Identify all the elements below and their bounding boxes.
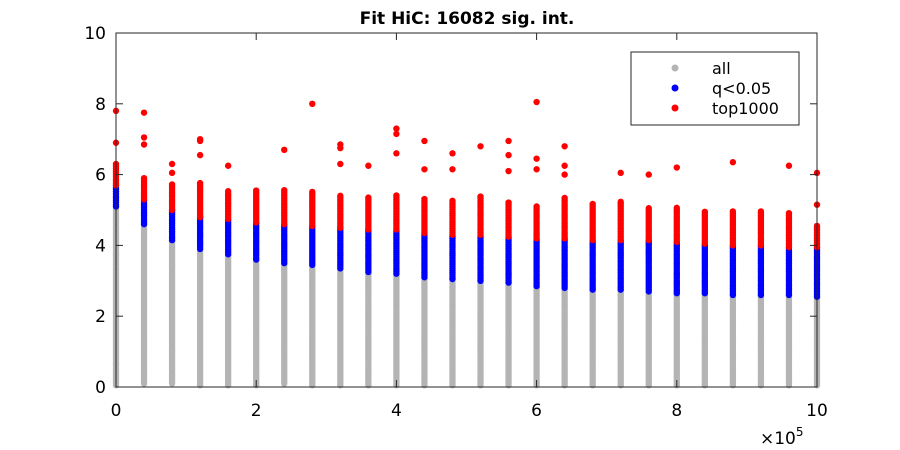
- x-exponent-power: 5: [796, 425, 804, 439]
- data-point-outlier: [477, 143, 484, 150]
- data-point-outlier: [140, 134, 148, 141]
- y-tick-label: 0: [95, 378, 106, 398]
- data-point-outlier: [449, 166, 456, 173]
- legend-label: q<0.05: [712, 79, 771, 98]
- data-point-outlier: [421, 166, 428, 173]
- data-point-outlier: [393, 150, 400, 157]
- data-point: [589, 200, 596, 208]
- data-point: [337, 192, 344, 200]
- data-point: [477, 193, 484, 200]
- data-point: [196, 179, 204, 187]
- data-point-outlier: [449, 150, 456, 157]
- data-point-outlier: [505, 137, 512, 145]
- data-point: [168, 181, 176, 188]
- x-tick-label: 4: [391, 401, 402, 421]
- data-point: [309, 188, 316, 196]
- data-point: [729, 208, 737, 215]
- y-axis: 0 2 4 6 8 10: [84, 24, 817, 398]
- data-point-outlier: [785, 162, 793, 169]
- data-point: [533, 203, 540, 210]
- y-tick-label: 10: [84, 24, 106, 44]
- data-points: [112, 98, 821, 389]
- x-tick-label: 0: [111, 401, 122, 421]
- data-point: [224, 188, 232, 195]
- x-exponent-base: ×10: [760, 429, 796, 449]
- data-point: [673, 204, 680, 212]
- legend-label: top1000: [712, 99, 779, 118]
- data-point: [785, 209, 793, 217]
- data-point-outlier: [533, 155, 540, 162]
- chart-title: Fit HiC: 16082 sig. int.: [360, 9, 575, 29]
- data-point-outlier: [533, 166, 540, 173]
- plot-frame: [115, 32, 818, 388]
- y-tick-label: 2: [95, 307, 106, 327]
- data-point-outlier: [168, 160, 176, 168]
- data-point-outlier: [140, 109, 148, 116]
- legend-marker: [671, 104, 679, 112]
- data-point: [393, 192, 400, 199]
- data-point-outlier: [421, 137, 428, 145]
- data-point-outlier: [393, 125, 400, 132]
- data-point-outlier: [365, 162, 372, 169]
- legend-marker: [671, 64, 679, 72]
- data-point-outlier: [393, 130, 400, 138]
- data-point-outlier: [196, 151, 204, 159]
- data-point: [505, 199, 512, 206]
- data-point-outlier: [337, 160, 344, 168]
- data-point: [701, 208, 709, 215]
- data-point: [140, 174, 148, 182]
- y-tick-label: 6: [95, 166, 106, 186]
- y-tick-label: 8: [95, 95, 106, 115]
- y-tick-label: 4: [95, 236, 106, 256]
- data-point: [561, 194, 568, 202]
- legend-marker: [671, 84, 679, 92]
- data-point-outlier: [224, 162, 232, 169]
- data-point-outlier: [281, 146, 288, 154]
- data-point-outlier: [309, 100, 316, 108]
- x-tick-label: 10: [806, 401, 828, 421]
- data-point-outlier: [617, 169, 624, 177]
- x-axis: 0 2 4 6 8 10: [111, 33, 828, 421]
- data-point-outlier: [729, 159, 737, 166]
- legend-label: all: [712, 59, 731, 78]
- data-point-outlier: [673, 164, 680, 171]
- data-point-outlier: [533, 98, 540, 106]
- data-point: [421, 195, 428, 203]
- x-tick-label: 2: [251, 401, 262, 421]
- x-tick-label: 8: [671, 401, 682, 421]
- data-point-outlier: [140, 141, 148, 148]
- data-point: [757, 208, 765, 215]
- data-point: [617, 198, 624, 206]
- x-tick-label: 6: [531, 401, 542, 421]
- data-point: [365, 194, 372, 201]
- data-point-outlier: [168, 169, 176, 177]
- data-point: [281, 186, 288, 194]
- data-point-outlier: [196, 137, 204, 145]
- data-point: [253, 187, 260, 194]
- data-point-outlier: [505, 151, 512, 159]
- data-point: [449, 197, 456, 204]
- legend-box: [630, 51, 800, 126]
- data-point-outlier: [505, 167, 512, 175]
- data-point-outlier: [561, 162, 568, 169]
- x-exponent-label: ×105: [760, 425, 804, 449]
- data-point-outlier: [337, 144, 344, 152]
- data-point-outlier: [645, 171, 652, 178]
- data-point-outlier: [561, 171, 568, 178]
- data-point: [645, 205, 652, 212]
- data-point-outlier: [561, 143, 568, 150]
